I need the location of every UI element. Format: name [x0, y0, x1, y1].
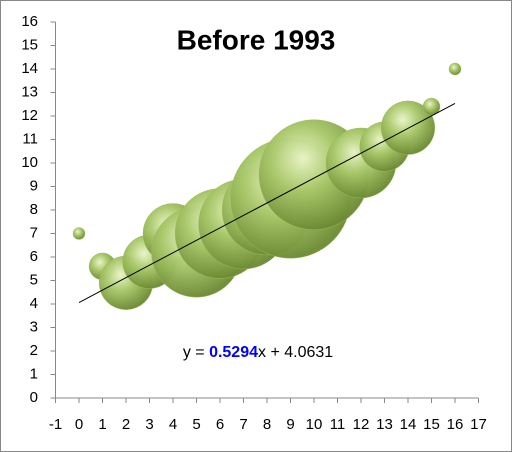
equation-intercept: 4.0631 — [284, 344, 333, 361]
x-tick-label: 12 — [353, 416, 370, 433]
trendline — [78, 103, 456, 303]
x-tick-label: 7 — [239, 416, 247, 433]
y-tick-label: 14 — [21, 60, 38, 77]
y-tick-label: 16 — [21, 13, 38, 30]
x-tick-label: 4 — [169, 416, 177, 433]
y-tick-label: 4 — [30, 295, 38, 312]
y-tick-label: 13 — [21, 83, 38, 100]
chart-title: Before 1993 — [177, 24, 336, 55]
x-tick-label: 6 — [216, 416, 224, 433]
x-tick-label: 17 — [470, 416, 487, 433]
bubble — [72, 227, 86, 240]
bubble — [380, 100, 436, 155]
y-tick-label: 8 — [30, 201, 38, 218]
bubble — [422, 97, 441, 116]
y-tick-label: 11 — [22, 130, 38, 147]
x-tick-label: 9 — [286, 416, 294, 433]
x-tick-label: 10 — [306, 416, 323, 433]
x-tick-label: 3 — [145, 416, 153, 433]
y-tick-label: 6 — [30, 248, 38, 265]
equation-prefix: y = — [183, 344, 209, 361]
y-tick-label: 1 — [30, 365, 38, 382]
y-tick-label: 5 — [30, 271, 38, 288]
y-tick-label: 3 — [30, 318, 38, 335]
y-tick-label: 10 — [21, 154, 38, 171]
x-tick-label: 0 — [75, 416, 83, 433]
y-tick-label: 15 — [21, 36, 38, 53]
x-tick-label: -1 — [49, 416, 62, 433]
x-tick-label: 11 — [330, 416, 346, 433]
x-tick-label: 5 — [192, 416, 200, 433]
x-tick-label: 16 — [447, 416, 464, 433]
y-tick-label: 2 — [30, 342, 38, 359]
x-tick-label: 14 — [400, 416, 417, 433]
equation-middle: x + — [258, 344, 284, 361]
trendline-equation: y = 0.5294x + 4.0631 — [183, 344, 333, 361]
x-tick-label: 13 — [376, 416, 393, 433]
y-tick-label: 12 — [21, 107, 38, 124]
x-tick-label: 2 — [122, 416, 130, 433]
x-tick-label: 15 — [423, 416, 440, 433]
y-tick-label: 9 — [30, 177, 38, 194]
x-tick-label: 1 — [98, 416, 106, 433]
bubble — [448, 62, 462, 76]
x-tick-label: 8 — [263, 416, 271, 433]
y-tick-label: 7 — [30, 224, 38, 241]
equation-slope: 0.5294 — [209, 344, 258, 361]
y-tick-label: 0 — [30, 389, 38, 406]
